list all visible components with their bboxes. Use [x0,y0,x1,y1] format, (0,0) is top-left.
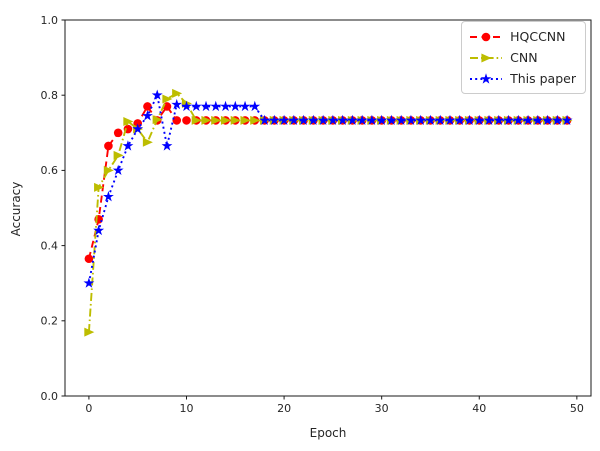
legend-sample-this-paper-line-star-icon [470,72,503,84]
series-cnn [84,88,573,337]
series-this-paper [83,89,573,288]
svg-text:0.0: 0.0 [41,390,59,403]
svg-text:1.0: 1.0 [41,14,59,27]
y-axis-label: Accuracy [9,181,23,237]
svg-text:0.4: 0.4 [41,239,59,252]
legend-item-this-paper: This paper [469,69,576,88]
svg-text:0.6: 0.6 [41,164,59,177]
svg-text:0: 0 [85,402,92,415]
legend-item-cnn: CNN [469,48,576,67]
series-hqccnn [84,102,572,264]
legend-sample-cnn-line-triangle-icon [470,53,503,62]
legend: HQCCNN CNN This paper [461,21,586,94]
legend-label-hqccnn: HQCCNN [510,29,566,44]
legend-item-hqccnn: HQCCNN [469,27,576,46]
svg-text:50: 50 [570,402,584,415]
legend-label-cnn: CNN [510,50,538,65]
svg-text:10: 10 [179,402,193,415]
svg-text:40: 40 [472,402,486,415]
svg-text:20: 20 [277,402,291,415]
x-axis-label: Epoch [309,426,347,440]
legend-label-this-paper: This paper [510,71,576,86]
svg-text:30: 30 [375,402,389,415]
svg-text:0.2: 0.2 [41,315,59,328]
svg-text:0.8: 0.8 [41,89,59,102]
legend-sample-hqccnn-line-circle-icon [470,32,503,41]
